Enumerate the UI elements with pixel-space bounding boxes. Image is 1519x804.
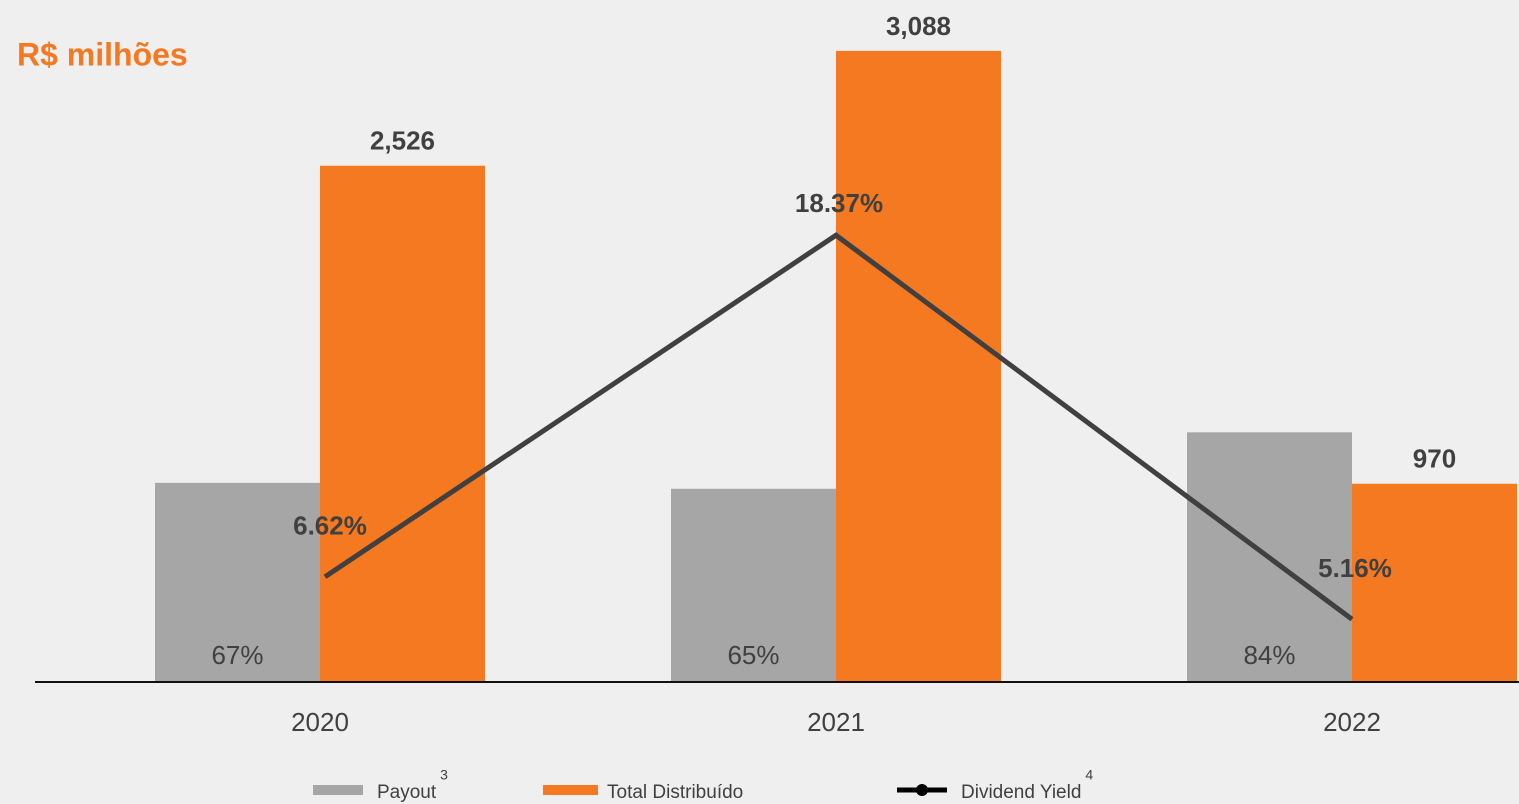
x-tick-label: 2020 — [291, 707, 349, 737]
legend-label: Payout — [377, 782, 437, 803]
value-label: 5.16% — [1318, 553, 1392, 583]
legend-swatch — [916, 784, 928, 796]
value-label: 65% — [727, 640, 779, 670]
x-tick-label: 2022 — [1323, 707, 1381, 737]
bar — [320, 165, 485, 682]
bar — [836, 50, 1001, 682]
value-label: 18.37% — [795, 188, 883, 218]
bar — [155, 482, 320, 682]
legend-footnote: 3 — [440, 767, 448, 783]
bar — [1352, 483, 1517, 682]
x-tick-label: 2021 — [807, 707, 865, 737]
value-label: 2,526 — [370, 126, 435, 156]
legend-label: Dividend Yield — [961, 782, 1081, 803]
legend-swatch — [313, 785, 363, 795]
value-label: 3,088 — [886, 11, 951, 41]
value-label: 6.62% — [293, 511, 367, 541]
value-label: 84% — [1243, 640, 1295, 670]
legend-label: Total Distribuído — [607, 782, 743, 803]
legend-swatch — [543, 785, 598, 795]
line — [323, 232, 1354, 622]
chart-title: R$ milhões — [17, 36, 188, 72]
bar — [671, 488, 836, 682]
value-label: 970 — [1413, 444, 1456, 474]
value-label: 67% — [211, 640, 263, 670]
legend-footnote: 4 — [1085, 767, 1093, 783]
